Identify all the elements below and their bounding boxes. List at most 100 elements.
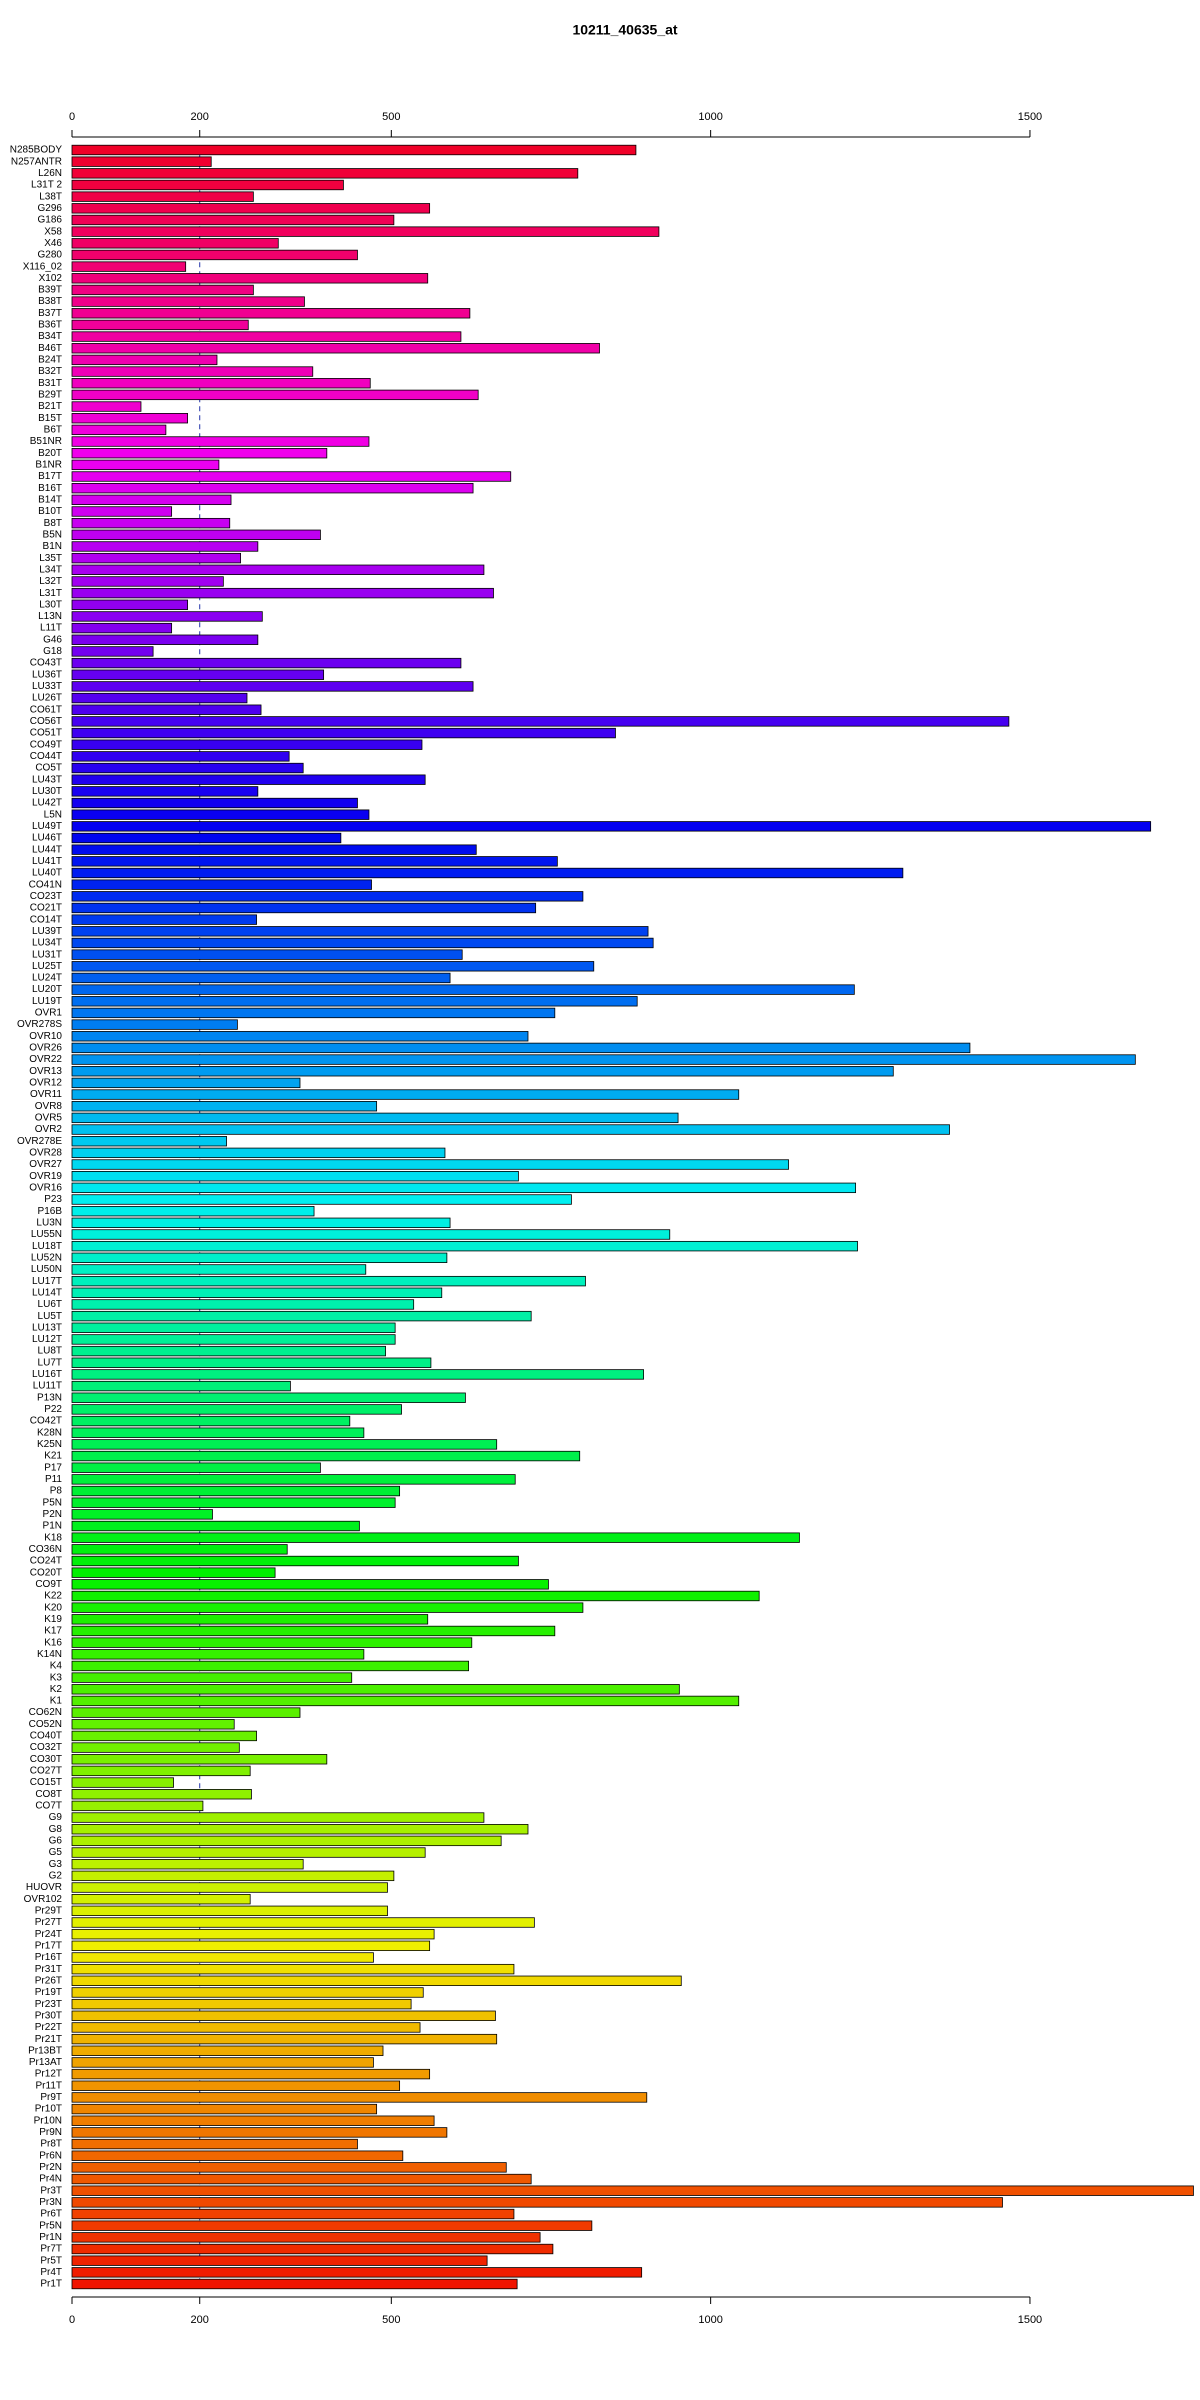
bar (71, 506, 173, 517)
bar (71, 156, 212, 167)
y-tick-label: LU13T (32, 1322, 62, 1333)
y-tick-label: G3 (49, 1859, 63, 1870)
bar (71, 622, 173, 634)
y-tick-label: CO14T (30, 914, 62, 925)
y-tick-label: LU43T (32, 774, 62, 785)
y-tick-label: B37T (38, 308, 62, 319)
bar (71, 1147, 446, 1159)
chart-title: 10211_40635_at (572, 22, 677, 38)
bar (71, 331, 462, 342)
y-tick-label: LU44T (32, 844, 62, 855)
bar (71, 1485, 401, 1497)
bar (71, 774, 426, 785)
bar (71, 1742, 240, 1753)
bar (71, 646, 154, 657)
y-tick-label: LU31T (32, 949, 62, 960)
y-tick-label: OVR12 (29, 1078, 62, 1089)
bar (71, 2033, 498, 2045)
bar (71, 354, 218, 366)
bar (71, 809, 370, 820)
y-tick-label: B8T (44, 518, 62, 529)
bar (71, 2092, 648, 2103)
y-tick-label: LU34T (32, 938, 62, 949)
y-tick-label: OVR2 (35, 1124, 63, 1135)
bar (71, 1859, 304, 1870)
y-tick-label: Pr24T (35, 1929, 62, 1940)
y-tick-label: L30T (39, 599, 62, 610)
x-tick-label: 1000 (698, 2314, 722, 2326)
bar (71, 1975, 682, 1986)
bar (71, 1672, 353, 1683)
y-tick-label: CO7T (35, 1801, 62, 1812)
bar (71, 1264, 367, 1275)
y-tick-label: OVR278E (17, 1136, 62, 1147)
bar (71, 1812, 485, 1823)
bar (71, 844, 477, 855)
y-tick-label: Pr6T (40, 2209, 62, 2220)
bar (71, 657, 462, 669)
y-tick-label: LU14T (32, 1287, 62, 1298)
bar (71, 1509, 213, 1520)
y-tick-label: K4 (50, 1661, 63, 1672)
y-tick-label: K28N (37, 1427, 62, 1438)
bar (71, 1789, 252, 1800)
y-tick-label: LU6T (38, 1299, 62, 1310)
bar (71, 2138, 358, 2150)
bar (71, 1928, 435, 1940)
bar (71, 1754, 328, 1765)
bar (71, 238, 279, 249)
bar (71, 902, 537, 914)
y-tick-label: K2 (50, 1684, 63, 1695)
x-tick-label: 200 (191, 2314, 209, 2326)
bar (71, 1031, 529, 1042)
y-tick-label: CO9T (35, 1579, 62, 1590)
y-tick-label: Pr1N (39, 2232, 62, 2243)
y-tick-label: OVR5 (35, 1113, 63, 1124)
y-tick-label: OVR19 (29, 1171, 62, 1182)
y-tick-label: K25N (37, 1439, 62, 1450)
bar (71, 1217, 451, 1229)
y-tick-label: LU26T (32, 693, 62, 704)
y-tick-label: K19 (44, 1614, 62, 1625)
bar (71, 1730, 257, 1742)
y-tick-label: G2 (49, 1870, 63, 1881)
bar (71, 1777, 174, 1788)
bar (71, 2115, 435, 2126)
bar (71, 343, 600, 354)
bar (71, 2127, 448, 2138)
y-tick-label: P23 (44, 1194, 62, 1205)
bar (71, 1089, 740, 1100)
y-tick-label: L38T (39, 191, 62, 202)
bar (71, 867, 904, 879)
bar (71, 2022, 421, 2033)
y-tick-label: K3 (50, 1672, 63, 1683)
bar (71, 1462, 321, 1473)
bar (71, 1054, 1136, 1065)
bar (71, 2103, 378, 2115)
y-tick-label: Pr27T (35, 1917, 62, 1928)
bar (71, 273, 429, 284)
y-tick-label: B20T (38, 448, 62, 459)
y-tick-label: L13N (38, 611, 62, 622)
y-tick-label: Pr3T (40, 2185, 62, 2196)
y-tick-label: Pr17T (35, 1940, 62, 1951)
y-tick-label: LU12T (32, 1334, 62, 1345)
y-tick-label: CO8T (35, 1789, 62, 1800)
y-tick-label: B36T (38, 320, 62, 331)
y-tick-label: LU39T (32, 926, 62, 937)
y-tick-label: OVR22 (29, 1054, 62, 1065)
y-tick-label: LU20T (32, 984, 62, 995)
bar (71, 1019, 238, 1030)
y-tick-label: Pr5T (40, 2255, 62, 2266)
bar (71, 634, 259, 645)
y-tick-label: LU30T (32, 786, 62, 797)
y-tick-label: LU11T (33, 1381, 62, 1392)
bar (71, 1404, 402, 1415)
bar (71, 1987, 424, 1998)
y-tick-label: CO24T (30, 1556, 62, 1567)
bar (71, 366, 314, 377)
bar (71, 1427, 365, 1438)
bar (71, 1625, 556, 1637)
bar (71, 669, 325, 680)
y-tick-label: Pr26T (35, 1975, 62, 1986)
